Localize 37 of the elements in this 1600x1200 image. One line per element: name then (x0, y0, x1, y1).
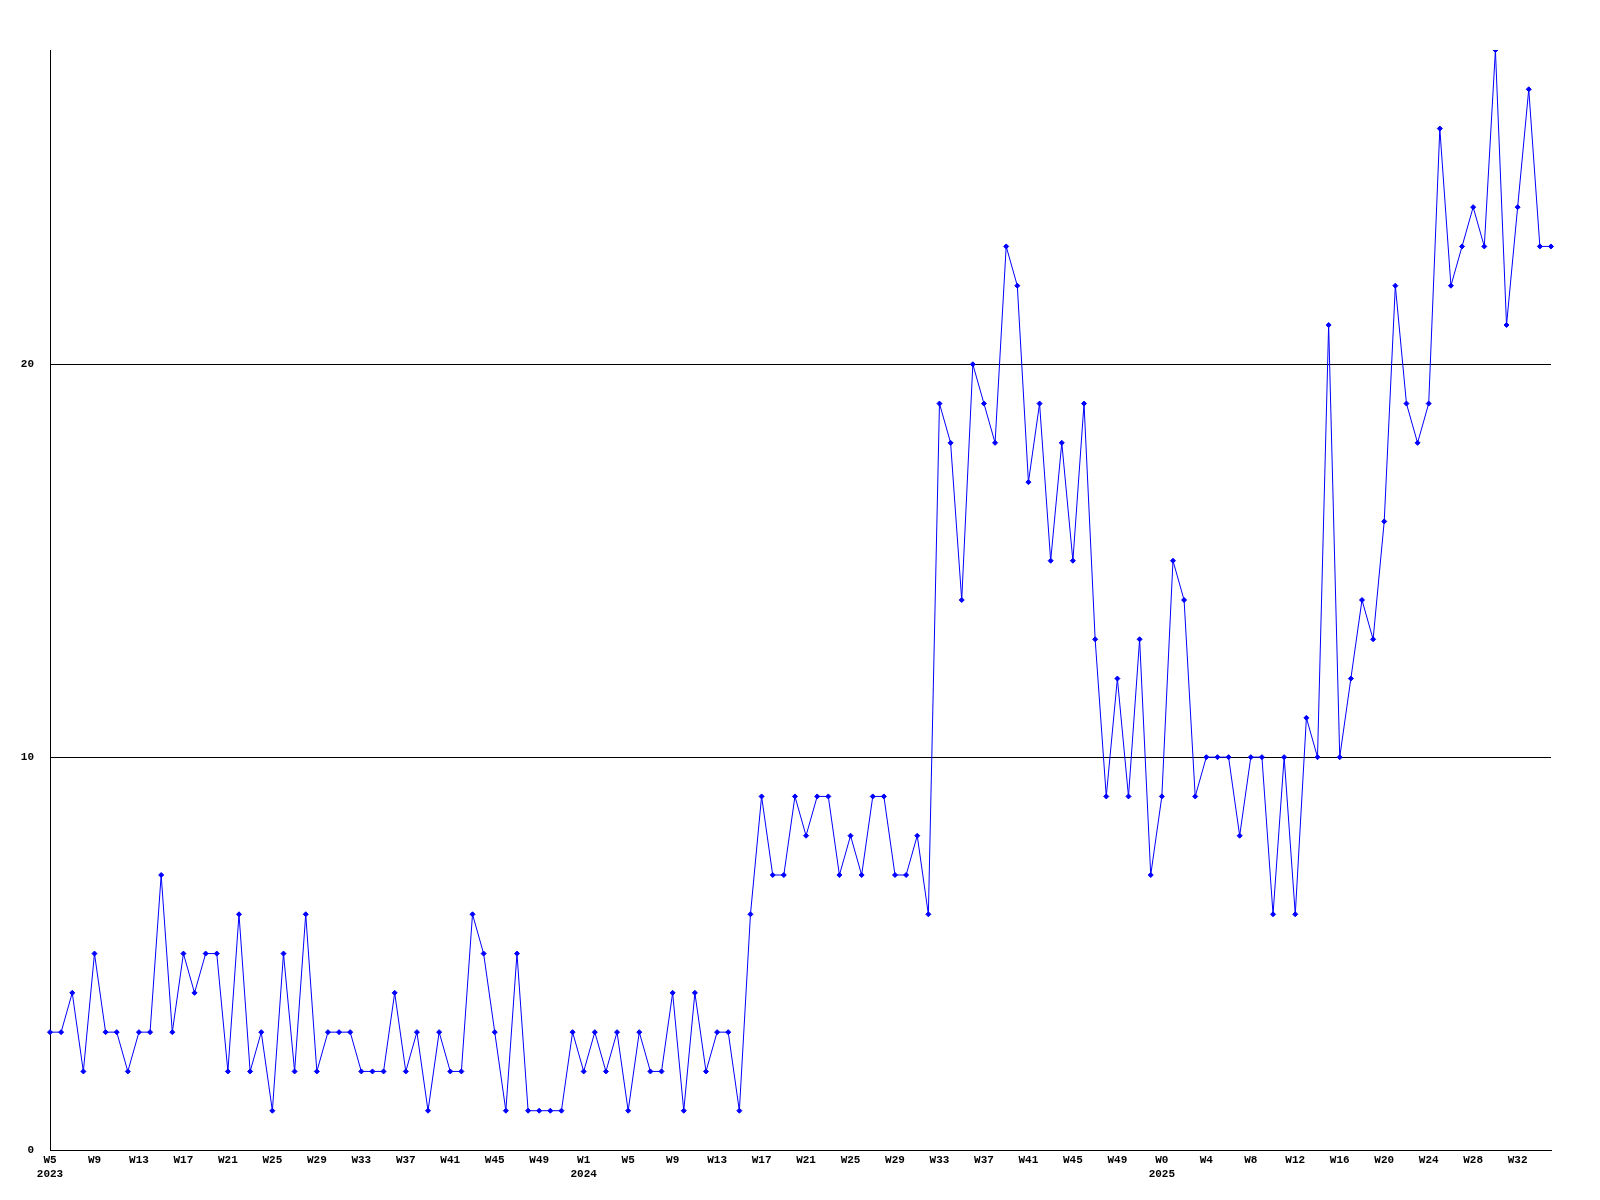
x-tick-label: W28 (1463, 1154, 1484, 1167)
x-tick-label: W1 2024 (570, 1154, 598, 1180)
y-tick-label: 20 (20, 358, 34, 371)
x-tick-label: W32 (1507, 1154, 1528, 1167)
x-tick-label: W24 (1418, 1154, 1439, 1167)
x-tick-label: W37 (974, 1154, 994, 1167)
x-tick-label: W25 (840, 1154, 861, 1167)
x-tick-label: W17 (751, 1154, 772, 1167)
x-tick-label: W37 (395, 1154, 416, 1167)
x-tick-label: W33 (929, 1154, 950, 1167)
x-tick-label: W49 (1107, 1154, 1128, 1167)
x-tick-label: W5 2023 (36, 1154, 64, 1180)
x-tick-label: W16 (1329, 1154, 1350, 1167)
x-tick-label: W17 (173, 1154, 194, 1167)
x-tick-label: W21 (796, 1154, 817, 1167)
x-tick-label: W9 (666, 1154, 680, 1167)
x-tick-label: W0 2025 (1148, 1154, 1176, 1180)
x-tick-label: W41 (1018, 1154, 1039, 1167)
x-tick-label: W9 (87, 1154, 102, 1167)
x-tick-label: W29 (306, 1154, 327, 1167)
x-tick-label: W41 (440, 1154, 461, 1167)
x-tick-label: W45 (1063, 1154, 1084, 1167)
x-tick-label: W20 (1374, 1154, 1395, 1167)
x-tick-label: W12 (1285, 1154, 1306, 1167)
x-tick-label: W29 (885, 1154, 905, 1167)
x-tick-label: W21 (217, 1154, 239, 1167)
y-tick-label: 10 (20, 750, 34, 763)
x-tick-label: W13 (707, 1154, 728, 1167)
x-tick-label: W8 (1244, 1154, 1258, 1167)
x-tick-label: W49 (529, 1154, 550, 1167)
y-tick-label: 0 (27, 1143, 34, 1156)
x-tick-label: W5 (621, 1154, 636, 1167)
x-tick-label: W13 (129, 1154, 150, 1167)
x-tick-label: W25 (262, 1154, 283, 1167)
x-tick-label: W45 (484, 1154, 506, 1167)
x-tick-label: W4 (1199, 1154, 1214, 1167)
x-tick-label: W33 (351, 1154, 372, 1167)
